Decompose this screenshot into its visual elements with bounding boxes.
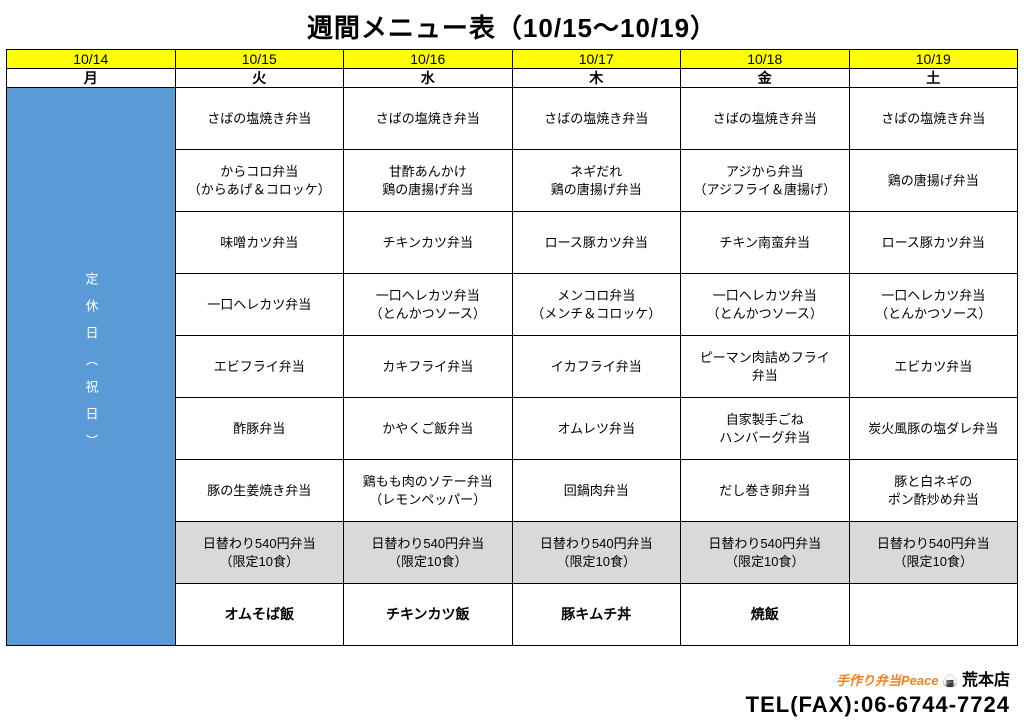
menu-cell: ロース豚カツ弁当	[512, 212, 681, 274]
day-cell: 金	[681, 69, 850, 88]
menu-cell-bold: オムそば飯	[175, 584, 344, 646]
menu-cell: アジから弁当 （アジフライ＆唐揚げ）	[681, 150, 850, 212]
menu-cell: さばの塩焼き弁当	[175, 88, 344, 150]
menu-cell: さばの塩焼き弁当	[344, 88, 513, 150]
brand-logo-text: 手作り弁当Peace	[836, 673, 939, 688]
tel-label: TEL(FAX):	[746, 692, 861, 717]
menu-cell: 自家製手ごね ハンバーグ弁当	[681, 398, 850, 460]
menu-cell: ロース豚カツ弁当	[849, 212, 1018, 274]
menu-cell: 豚の生姜焼き弁当	[175, 460, 344, 522]
menu-cell-bold: 焼飯	[681, 584, 850, 646]
menu-cell: 一口ヘレカツ弁当 （とんかつソース）	[681, 274, 850, 336]
menu-cell: からコロ弁当 （からあげ＆コロッケ）	[175, 150, 344, 212]
menu-cell: メンコロ弁当 （メンチ＆コロッケ）	[512, 274, 681, 336]
menu-cell: 味噌カツ弁当	[175, 212, 344, 274]
menu-cell-bold: チキンカツ飯	[344, 584, 513, 646]
menu-cell-bold	[849, 584, 1018, 646]
date-cell: 10/17	[512, 50, 681, 69]
date-cell: 10/19	[849, 50, 1018, 69]
menu-cell: だし巻き卵弁当	[681, 460, 850, 522]
menu-cell-special: 日替わり540円弁当 （限定10食）	[175, 522, 344, 584]
menu-cell: さばの塩焼き弁当	[681, 88, 850, 150]
brand-line: 手作り弁当Peace 🍙 荒本店	[746, 666, 1010, 690]
menu-cell: 炭火風豚の塩ダレ弁当	[849, 398, 1018, 460]
footer: 手作り弁当Peace 🍙 荒本店 TEL(FAX):06-6744-7724	[746, 666, 1010, 718]
menu-cell-special: 日替わり540円弁当 （限定10食）	[344, 522, 513, 584]
menu-cell: かやくご飯弁当	[344, 398, 513, 460]
closed-day-cell: 定休日（祝日）	[7, 88, 176, 646]
day-cell: 水	[344, 69, 513, 88]
day-cell: 土	[849, 69, 1018, 88]
menu-cell-bold: 豚キムチ丼	[512, 584, 681, 646]
menu-cell: 一口ヘレカツ弁当 （とんかつソース）	[344, 274, 513, 336]
menu-cell: ピーマン肉詰めフライ 弁当	[681, 336, 850, 398]
date-cell: 10/15	[175, 50, 344, 69]
menu-row: 定休日（祝日） さばの塩焼き弁当 さばの塩焼き弁当 さばの塩焼き弁当 さばの塩焼…	[7, 88, 1018, 150]
menu-table: 10/14 10/15 10/16 10/17 10/18 10/19 月 火 …	[6, 49, 1018, 646]
menu-cell-special: 日替わり540円弁当 （限定10食）	[681, 522, 850, 584]
tel-line: TEL(FAX):06-6744-7724	[746, 692, 1010, 718]
menu-cell: カキフライ弁当	[344, 336, 513, 398]
date-cell: 10/16	[344, 50, 513, 69]
brand-icon: 🍙	[942, 673, 958, 688]
menu-cell: 甘酢あんかけ 鶏の唐揚げ弁当	[344, 150, 513, 212]
menu-cell-special: 日替わり540円弁当 （限定10食）	[849, 522, 1018, 584]
menu-cell: 鶏の唐揚げ弁当	[849, 150, 1018, 212]
menu-cell: 鶏もも肉のソテー弁当 （レモンペッパー）	[344, 460, 513, 522]
menu-cell: 一口ヘレカツ弁当	[175, 274, 344, 336]
day-cell: 火	[175, 69, 344, 88]
day-cell: 月	[7, 69, 176, 88]
menu-cell: 一口ヘレカツ弁当 （とんかつソース）	[849, 274, 1018, 336]
menu-cell: チキン南蛮弁当	[681, 212, 850, 274]
menu-cell-special: 日替わり540円弁当 （限定10食）	[512, 522, 681, 584]
date-cell: 10/18	[681, 50, 850, 69]
menu-cell: 豚と白ネギの ポン酢炒め弁当	[849, 460, 1018, 522]
menu-cell: さばの塩焼き弁当	[512, 88, 681, 150]
menu-cell: 回鍋肉弁当	[512, 460, 681, 522]
date-header-row: 10/14 10/15 10/16 10/17 10/18 10/19	[7, 50, 1018, 69]
menu-cell: エビフライ弁当	[175, 336, 344, 398]
menu-cell: チキンカツ弁当	[344, 212, 513, 274]
menu-cell: エビカツ弁当	[849, 336, 1018, 398]
menu-cell: ネギだれ 鶏の唐揚げ弁当	[512, 150, 681, 212]
tel-number: 06-6744-7724	[861, 692, 1010, 717]
menu-cell: さばの塩焼き弁当	[849, 88, 1018, 150]
day-header-row: 月 火 水 木 金 土	[7, 69, 1018, 88]
page-title: 週間メニュー表（10/15～10/19）	[6, 8, 1018, 45]
menu-cell: イカフライ弁当	[512, 336, 681, 398]
store-name: 荒本店	[962, 672, 1010, 689]
menu-cell: 酢豚弁当	[175, 398, 344, 460]
day-cell: 木	[512, 69, 681, 88]
menu-cell: オムレツ弁当	[512, 398, 681, 460]
date-cell: 10/14	[7, 50, 176, 69]
